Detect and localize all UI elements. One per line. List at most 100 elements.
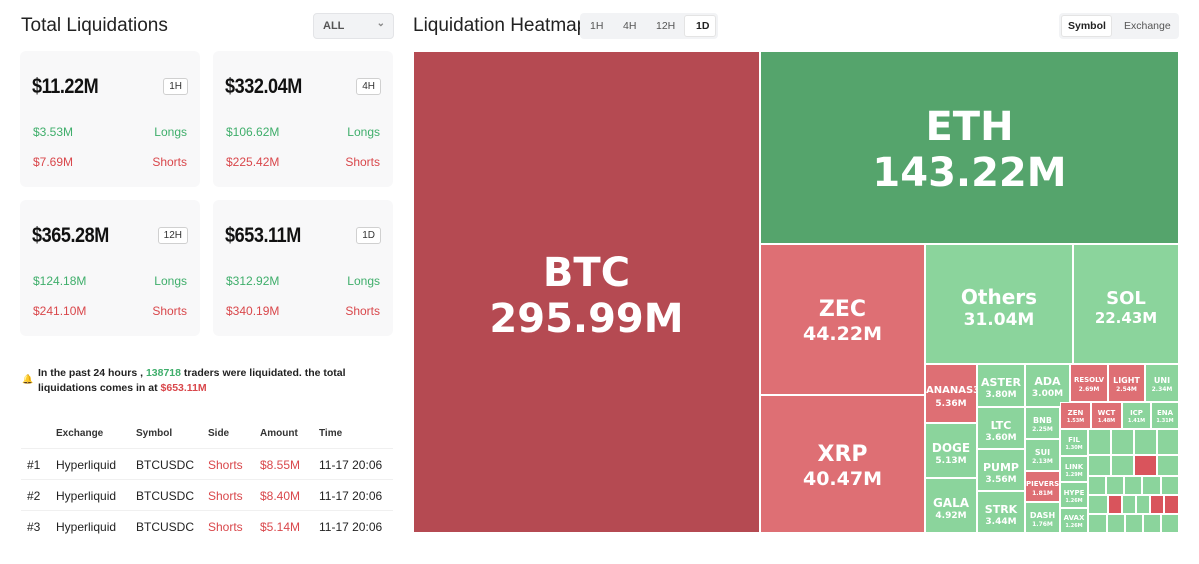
row-amount: $8.40M bbox=[260, 489, 301, 503]
heatmap-tile-resolv[interactable]: RESOLV 2.69M bbox=[1070, 364, 1108, 402]
active-toggle-highlight bbox=[1061, 15, 1112, 37]
card-longs-value: $3.53M bbox=[33, 125, 74, 139]
heatmap-tile-pump[interactable]: PUMP 3.56M bbox=[977, 449, 1025, 491]
heatmap-tile-hype[interactable]: HYPE 1.26M bbox=[1060, 482, 1088, 508]
column-header-exchange: Exchange bbox=[56, 428, 104, 439]
heatmap-tile-avax[interactable]: AVAX 1.26M bbox=[1060, 508, 1088, 533]
card-longs-value: $106.62M bbox=[226, 125, 280, 139]
row-exchange: Hyperliquid bbox=[56, 520, 117, 534]
liquidation-heatmap: BTC 295.99M ETH 143.22M ZEC 44.22M XRP 4… bbox=[413, 51, 1179, 533]
card-timeframe-badge: 4H bbox=[356, 78, 381, 95]
card-shorts-label: Shorts bbox=[152, 155, 187, 169]
heatmap-tile-ltc[interactable]: LTC 3.60M bbox=[977, 407, 1025, 449]
heatmap-micro-tile[interactable] bbox=[1142, 476, 1161, 495]
tab-4h[interactable]: 4H bbox=[623, 20, 637, 32]
heatmap-tile-fil[interactable]: FIL 1.30M bbox=[1060, 429, 1088, 456]
card-amount: $653.11M bbox=[225, 224, 301, 247]
heatmap-micro-tile[interactable] bbox=[1134, 429, 1157, 455]
heatmap-micro-tile[interactable] bbox=[1106, 476, 1124, 495]
card-longs-label: Longs bbox=[347, 274, 380, 288]
tab-12h[interactable]: 12H bbox=[656, 20, 676, 32]
heatmap-tile-ananas3[interactable]: ANANAS3 5.36M bbox=[925, 364, 977, 423]
heatmap-tile-light[interactable]: LIGHT 2.54M bbox=[1108, 364, 1145, 402]
row-rank: #1 bbox=[27, 458, 41, 472]
heatmap-micro-tile[interactable] bbox=[1111, 429, 1134, 455]
heatmap-tile-aster[interactable]: ASTER 3.80M bbox=[977, 364, 1025, 407]
toggle-symbol[interactable]: Symbol bbox=[1068, 20, 1106, 32]
tab-1d[interactable]: 1D bbox=[696, 20, 710, 32]
row-side: Shorts bbox=[208, 458, 243, 472]
heatmap-tile-icp[interactable]: ICP 1.41M bbox=[1122, 402, 1151, 429]
chevron-down-icon: ⌄ bbox=[376, 18, 385, 29]
card-shorts-label: Shorts bbox=[345, 155, 380, 169]
heatmap-tile-bnb[interactable]: BNB 2.25M bbox=[1025, 407, 1060, 439]
heatmap-micro-tile[interactable] bbox=[1088, 455, 1111, 476]
heatmap-tile-doge[interactable]: DOGE 5.13M bbox=[925, 423, 977, 478]
card-timeframe-badge: 12H bbox=[157, 227, 188, 244]
heatmap-micro-tile[interactable] bbox=[1164, 495, 1179, 514]
table-row[interactable]: #2 Hyperliquid BTCUSDC Shorts $8.40M 11-… bbox=[21, 479, 393, 510]
heatmap-micro-tile[interactable] bbox=[1161, 476, 1179, 495]
heatmap-tile-pieverse[interactable]: PIEVERSE 1.81M bbox=[1025, 471, 1060, 502]
heatmap-tile-uni[interactable]: UNI 2.34M bbox=[1145, 364, 1179, 402]
heatmap-tile-strk[interactable]: STRK 3.44M bbox=[977, 491, 1025, 533]
heatmap-tile-dash[interactable]: DASH 1.76M bbox=[1025, 502, 1060, 533]
heatmap-micro-tile[interactable] bbox=[1088, 476, 1106, 495]
card-amount: $11.22M bbox=[32, 75, 99, 98]
heatmap-micro-tile[interactable] bbox=[1088, 429, 1111, 455]
heatmap-micro-tile[interactable] bbox=[1122, 495, 1136, 514]
heatmap-micro-tile[interactable] bbox=[1157, 429, 1179, 455]
summary-total: $653.11M bbox=[160, 382, 207, 394]
heatmap-tile-link[interactable]: LINK 1.29M bbox=[1060, 456, 1088, 482]
heatmap-micro-tile[interactable] bbox=[1108, 495, 1122, 514]
table-row[interactable]: #3 Hyperliquid BTCUSDC Shorts $5.14M 11-… bbox=[21, 510, 393, 541]
heatmap-micro-tile[interactable] bbox=[1107, 514, 1125, 533]
toggle-exchange[interactable]: Exchange bbox=[1124, 20, 1171, 32]
summary-traders-count: 138718 bbox=[145, 367, 181, 379]
card-longs-label: Longs bbox=[347, 125, 380, 139]
heatmap-tile-xrp[interactable]: XRP 40.47M bbox=[760, 395, 925, 533]
liquidation-card-12h: $365.28M 12H $124.18M Longs $241.10M Sho… bbox=[20, 200, 200, 336]
row-symbol: BTCUSDC bbox=[136, 458, 195, 472]
filter-selected-value: ALL bbox=[323, 20, 345, 32]
heatmap-tile-others[interactable]: Others 31.04M bbox=[925, 244, 1073, 364]
heatmap-tile-sol[interactable]: SOL 22.43M bbox=[1073, 244, 1179, 364]
heatmap-micro-tile[interactable] bbox=[1088, 495, 1108, 514]
heatmap-tile-sui[interactable]: SUI 2.13M bbox=[1025, 439, 1060, 471]
heatmap-tile-eth[interactable]: ETH 143.22M bbox=[760, 51, 1179, 244]
row-amount: $5.14M bbox=[260, 520, 301, 534]
row-rank: #3 bbox=[27, 520, 41, 534]
heatmap-tile-gala[interactable]: GALA 4.92M bbox=[925, 478, 977, 533]
heatmap-tile-btc[interactable]: BTC 295.99M bbox=[413, 51, 760, 533]
card-longs-label: Longs bbox=[154, 274, 187, 288]
card-shorts-value: $225.42M bbox=[226, 155, 280, 169]
liquidation-card-4h: $332.04M 4H $106.62M Longs $225.42M Shor… bbox=[213, 51, 393, 187]
heatmap-micro-tile[interactable] bbox=[1134, 455, 1157, 476]
heatmap-micro-tile[interactable] bbox=[1136, 495, 1150, 514]
heatmap-micro-tile[interactable] bbox=[1124, 476, 1142, 495]
heatmap-micro-tile[interactable] bbox=[1150, 495, 1164, 514]
heatmap-tile-ada[interactable]: ADA 3.00M bbox=[1025, 364, 1070, 407]
heatmap-micro-tile[interactable] bbox=[1111, 455, 1134, 476]
liquidation-card-1h: $11.22M 1H $3.53M Longs $7.69M Shorts bbox=[20, 51, 200, 187]
card-longs-value: $124.18M bbox=[33, 274, 87, 288]
heatmap-micro-tile[interactable] bbox=[1088, 514, 1107, 533]
heatmap-tile-ena[interactable]: ENA 1.31M bbox=[1151, 402, 1179, 429]
tab-1h[interactable]: 1H bbox=[590, 20, 604, 32]
heatmap-tile-wct[interactable]: WCT 1.48M bbox=[1091, 402, 1122, 429]
table-row[interactable]: #1 Hyperliquid BTCUSDC Shorts $8.55M 11-… bbox=[21, 448, 393, 479]
heatmap-micro-tile[interactable] bbox=[1143, 514, 1161, 533]
summary-prefix: In the past 24 hours , bbox=[38, 367, 144, 379]
row-amount: $8.55M bbox=[260, 458, 301, 472]
heatmap-tile-zen[interactable]: ZEN 1.53M bbox=[1060, 402, 1091, 429]
card-amount: $332.04M bbox=[225, 75, 302, 98]
heatmap-micro-tile[interactable] bbox=[1157, 455, 1179, 476]
row-time: 11-17 20:06 bbox=[319, 458, 383, 472]
card-shorts-label: Shorts bbox=[345, 304, 380, 318]
heatmap-micro-tile[interactable] bbox=[1125, 514, 1143, 533]
heatmap-tile-zec[interactable]: ZEC 44.22M bbox=[760, 244, 925, 395]
exchange-filter-select[interactable]: ALL ⌄ bbox=[313, 13, 394, 39]
heatmap-micro-tile[interactable] bbox=[1161, 514, 1179, 533]
heatmap-timeframe-tabs: 1H 4H 12H 1D bbox=[580, 13, 718, 39]
row-exchange: Hyperliquid bbox=[56, 489, 117, 503]
